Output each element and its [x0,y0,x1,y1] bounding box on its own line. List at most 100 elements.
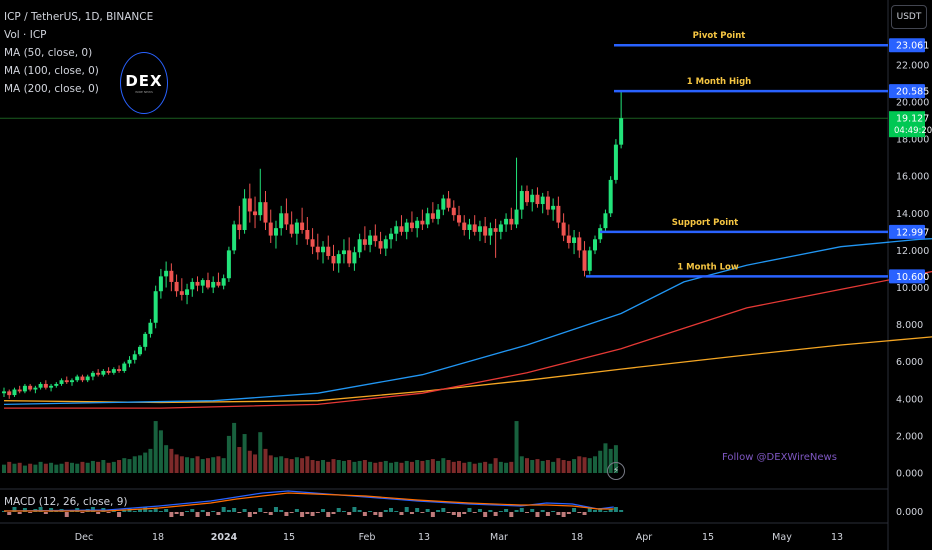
candle-body [185,289,190,295]
macd-histogram-bar [415,508,420,512]
time-axis-label: 13 [831,532,843,543]
candle [289,211,294,238]
ma50-indicator-label[interactable]: MA (50, close, 0) [4,47,93,59]
currency-selector-button[interactable]: USDT [891,5,927,29]
ma100-indicator-label[interactable]: MA (100, close, 0) [4,65,99,77]
candle-body [613,144,618,180]
volume-bar [101,460,106,473]
macd-histogram-bar [504,509,509,512]
candle [305,217,310,245]
candle-body [566,235,571,243]
volume-bar [117,460,122,473]
volume-bar [483,461,488,473]
current-price-tag [889,111,925,138]
macd-histogram-bar [540,510,545,512]
candle [341,239,346,264]
volume-bar [592,456,597,473]
volume-bar [504,462,509,473]
candle [38,382,43,390]
candle-body [556,205,561,223]
candle-body [232,224,237,251]
candle [409,211,414,232]
macd-histogram-bar [577,512,582,513]
candle-body [603,213,608,229]
volume-bar [158,430,163,473]
candle-body [305,229,310,240]
ma200-indicator-label[interactable]: MA (200, close, 0) [4,83,99,95]
candle [389,228,394,249]
candle [268,209,273,243]
macd-histogram-bar [232,508,237,512]
candle [430,202,435,223]
volume-bar [326,461,331,473]
volume-bar [164,445,169,473]
candle-body [179,291,184,295]
candle-body [7,391,12,396]
volume-bar [28,463,33,473]
lightning-icon[interactable]: ⚡ [607,462,625,480]
time-axis-label: 15 [702,532,714,543]
candle-body [598,228,603,240]
volume-indicator-label[interactable]: Vol · ICP [4,29,47,41]
macd-histogram-bar [525,512,529,513]
candle-body [80,376,85,381]
macd-histogram-bar [38,507,43,512]
candle-body [200,280,205,286]
candle-body [59,380,64,384]
candle [300,207,305,234]
candle [331,244,336,271]
candle-body [247,198,252,212]
time-axis-label: Mar [490,532,508,543]
candle [253,196,258,229]
volume-bar [17,462,22,473]
price-axis-label: 2.000 [896,431,923,442]
symbol-title[interactable]: ICP / TetherUS, 1D, BINANCE [4,11,154,23]
volume-bar [383,460,388,473]
macd-histogram-bar [195,512,200,517]
candle-body [38,383,43,388]
candle-body [279,213,284,229]
volume-bar [247,450,252,473]
macd-histogram-bar [237,512,242,513]
macd-histogram-bar [190,509,195,512]
volume-bar [373,462,378,473]
candle [54,382,59,388]
macd-histogram-bar [43,512,48,514]
candle-body [415,220,420,229]
candle [137,345,142,357]
candle-body [472,224,477,232]
volume-bar [530,460,535,473]
volume-bar [305,456,310,473]
candle-body [148,322,153,334]
macd-histogram-bar [488,510,493,512]
current-price-value: 19.127 [896,114,929,125]
macd-indicator-label[interactable]: MACD (12, 26, close, 9) [4,496,128,508]
volume-bar [608,448,613,473]
candle [441,194,446,216]
candle [17,385,22,394]
candle-body [33,387,38,390]
dex-wire-news-logo: DEX WIRE NEWS [120,52,168,114]
volume-bar [169,448,174,473]
ma100-line [4,270,932,409]
bar-countdown: 04:49:20 [894,126,932,136]
macd-histogram-bar [263,512,268,513]
candle [619,91,624,149]
candle-body [577,237,582,251]
candle [613,139,618,184]
candle [179,278,184,301]
candle-body [164,270,169,277]
macd-histogram-bar [598,508,603,512]
candle [2,387,6,397]
candle-body [545,196,550,210]
candle-body [153,291,158,323]
candle [336,250,341,273]
volume-bar [446,460,451,473]
candle-body [17,389,22,392]
candle [540,192,545,214]
macd-histogram-bar [556,512,561,515]
macd-histogram-bar [153,508,158,512]
candle-body [383,239,388,249]
time-axis-label: Dec [75,532,93,543]
